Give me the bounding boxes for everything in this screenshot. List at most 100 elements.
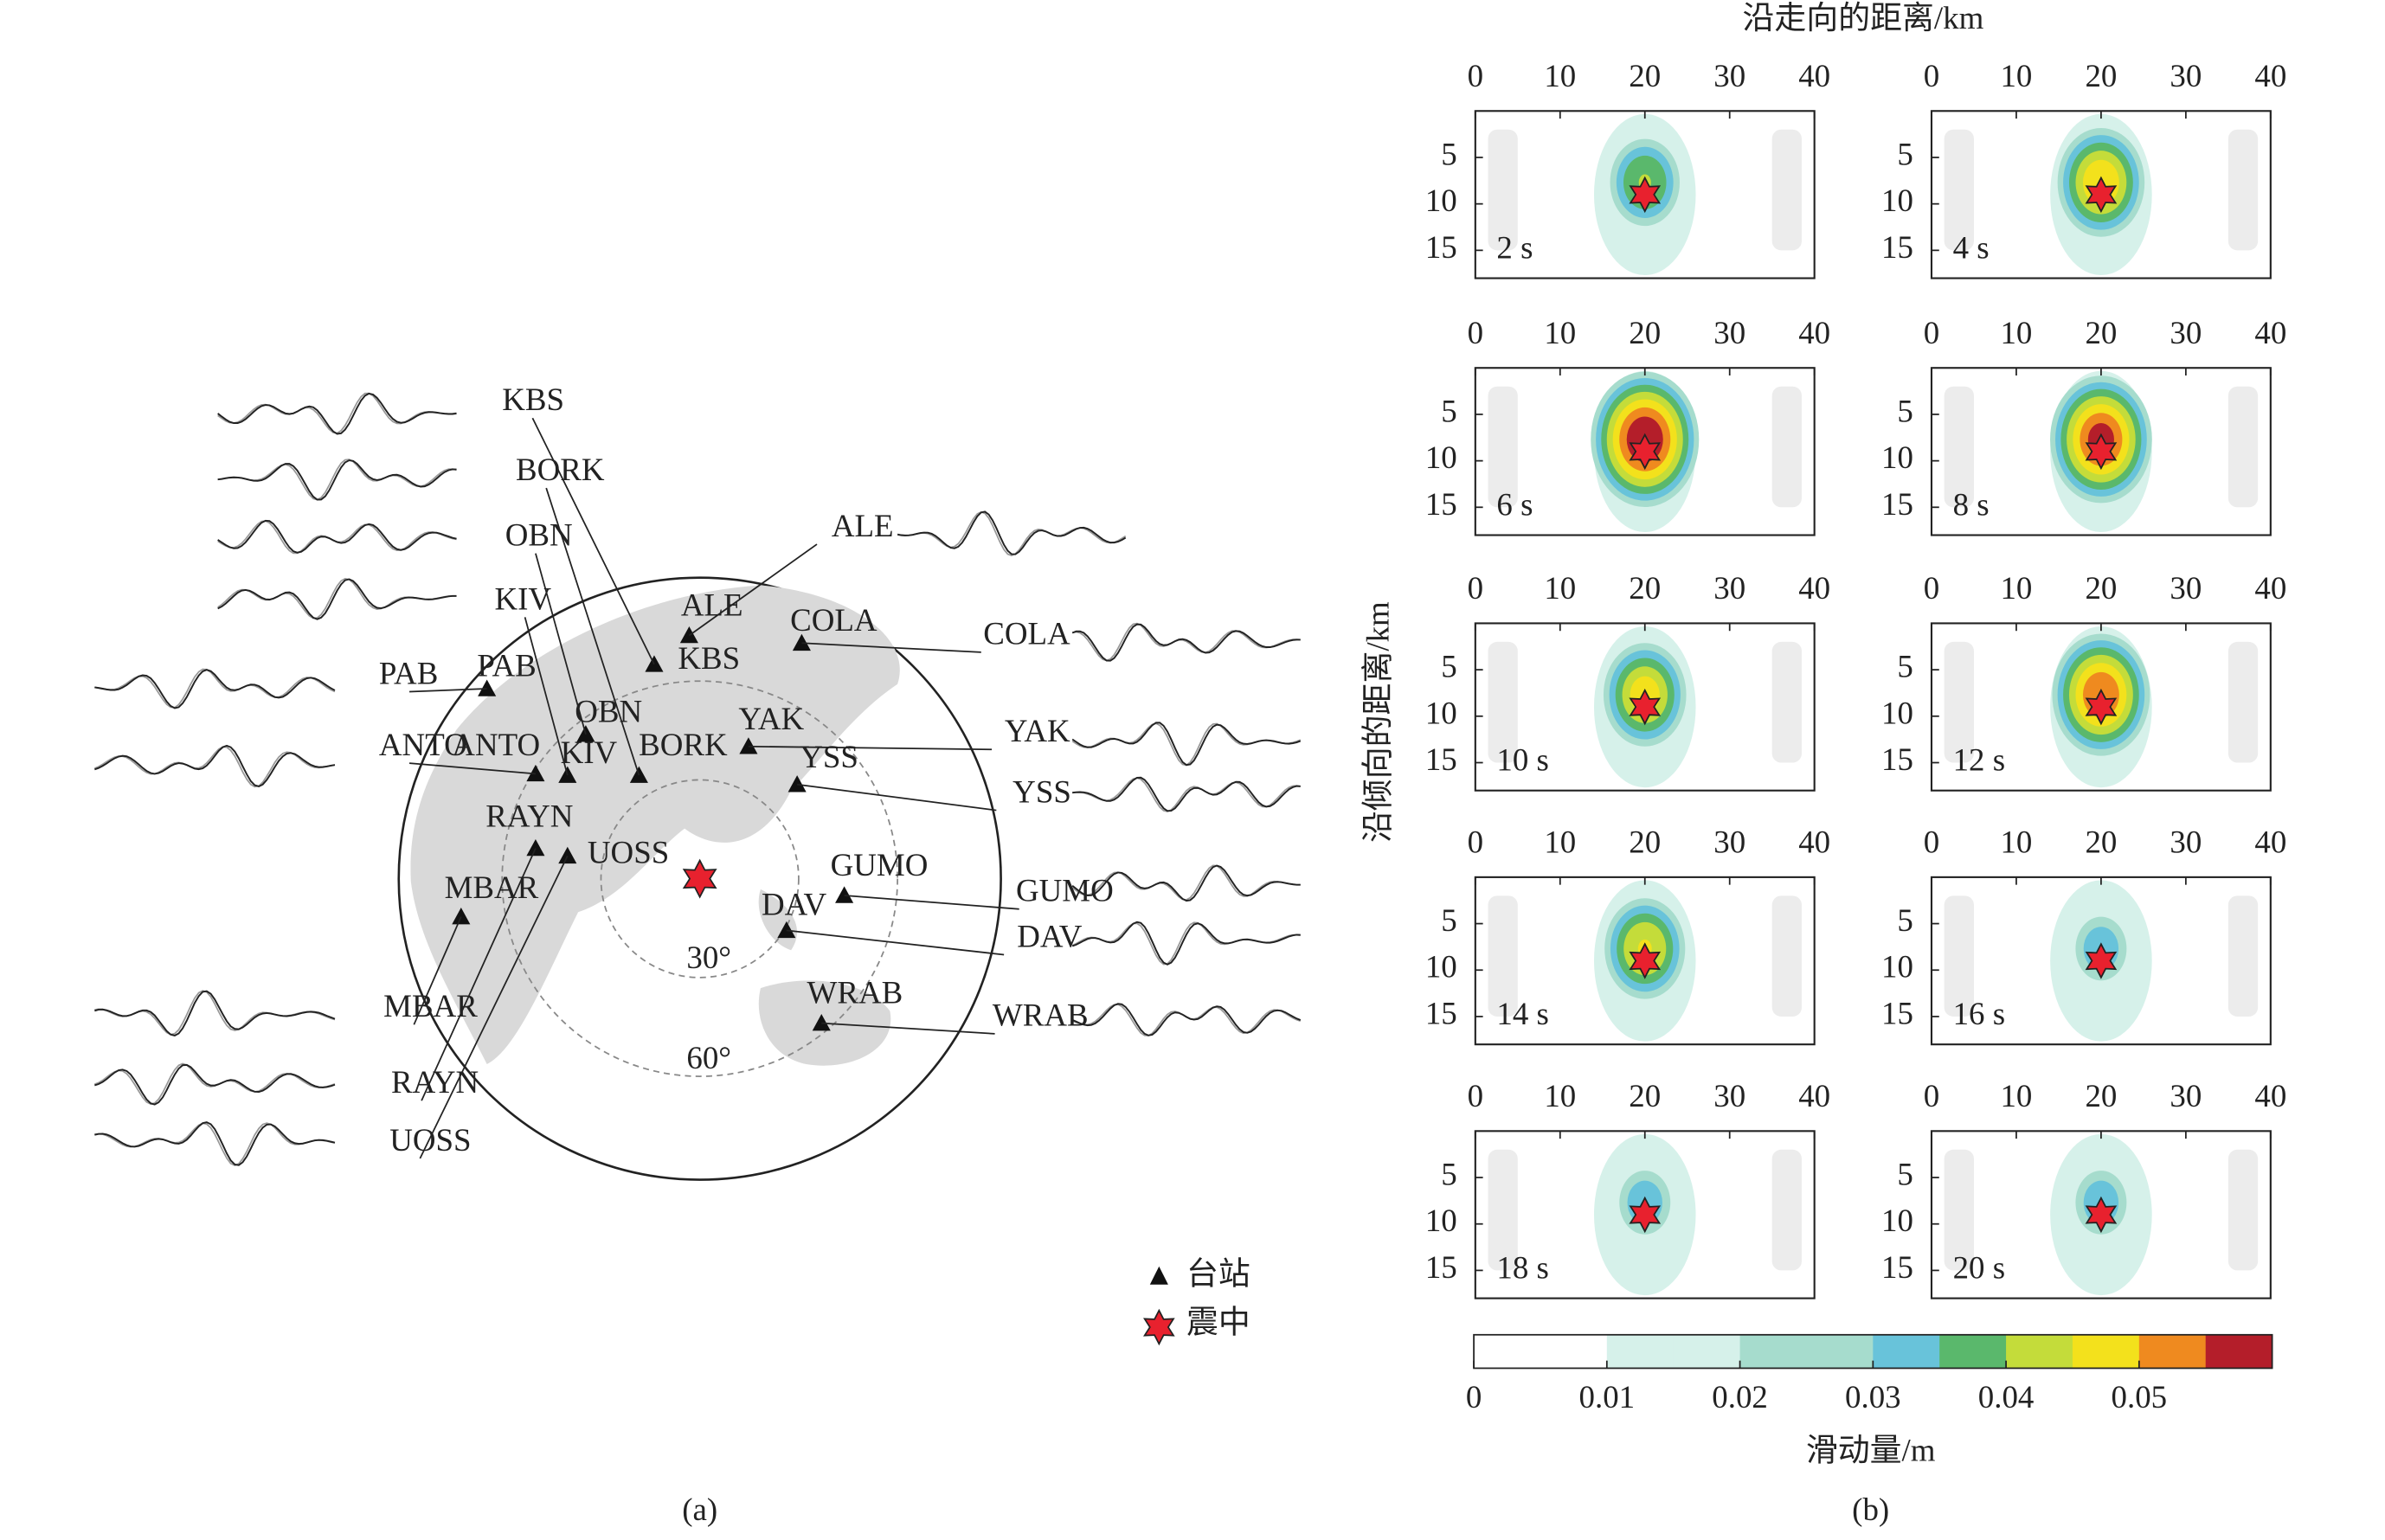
waveform-observed: [94, 744, 336, 788]
station-label: ANTO: [452, 727, 540, 762]
background-patch: [1771, 1149, 1802, 1271]
x-tick-label: 20: [1629, 1078, 1661, 1113]
background-patch: [2228, 1149, 2259, 1271]
waveform-observed: [94, 990, 336, 1037]
background-patch: [1944, 386, 1974, 508]
background-patch: [1944, 641, 1974, 763]
station-marker: [788, 775, 807, 792]
x-tick-label: 10: [2000, 824, 2032, 859]
hypocenter: [1629, 176, 1662, 214]
waveform-observed: [1071, 722, 1302, 767]
y-tick-label: 15: [1881, 229, 1913, 265]
colorbar-swatch: [1673, 1334, 1741, 1369]
hypocenter: [1629, 688, 1662, 726]
x-tick-label: 40: [1798, 570, 1830, 606]
background-patch: [1488, 386, 1518, 508]
y-tick-label: 10: [1425, 949, 1457, 985]
background-patch: [1944, 129, 1974, 251]
waveform-observed: [94, 669, 336, 709]
plot-frame: [1930, 622, 2272, 792]
y-tick-label: 15: [1425, 1249, 1457, 1285]
y-tick-label: 10: [1425, 440, 1457, 475]
y-tick-label: 10: [1881, 1203, 1913, 1238]
colorbar-swatch: [2138, 1334, 2207, 1369]
background-patch: [1488, 129, 1518, 251]
station-label: ALE: [681, 587, 743, 622]
leader-line: [531, 417, 655, 665]
waveform-synthetic: [1071, 1004, 1302, 1036]
y-tick-label: 5: [1441, 902, 1456, 938]
y-tick-label: 15: [1425, 995, 1457, 1030]
x-tick-label: 30: [2170, 315, 2202, 350]
snapshot-label: 12 s: [1953, 742, 2005, 778]
waveform-synthetic: [94, 1062, 336, 1105]
station-marker: [478, 679, 497, 696]
station-label: WRAB: [807, 974, 903, 1010]
hypocenter: [2085, 1196, 2118, 1234]
waveform-label: ALE: [832, 508, 894, 543]
x-tick-label: 0: [1924, 824, 1939, 859]
x-tick-label: 0: [1924, 570, 1939, 606]
waveform-observed: [897, 510, 1127, 555]
station-label: DAV: [762, 886, 827, 921]
x-tick-label: 40: [1798, 315, 1830, 350]
y-axis-title: 沿倾向的距离/km: [1360, 601, 1395, 843]
station-label: PAB: [477, 648, 536, 683]
x-tick-label: 40: [2254, 570, 2286, 606]
epicenter: [682, 858, 717, 899]
waveform-synthetic: [94, 990, 336, 1036]
colorbar-tick-label: 0: [1466, 1379, 1482, 1415]
y-tick-label: 15: [1881, 995, 1913, 1030]
station-label: YSS: [800, 739, 858, 774]
leader-line: [421, 848, 537, 1101]
background-patch: [2228, 895, 2259, 1017]
x-tick-label: 40: [1798, 1078, 1830, 1113]
colorbar-swatch: [1606, 1334, 1675, 1369]
waveform-label: YSS: [1012, 773, 1071, 809]
waveform-label: PAB: [379, 655, 438, 690]
snapshot-label: 4 s: [1953, 229, 1990, 265]
waveform-observed: [217, 519, 457, 554]
waveform-synthetic: [897, 510, 1127, 557]
waveform-observed: [94, 1121, 336, 1166]
x-tick-label: 20: [1629, 315, 1661, 350]
x-tick-label: 30: [1713, 1078, 1745, 1113]
x-tick-label: 0: [1468, 824, 1483, 859]
background-patch: [1771, 641, 1802, 763]
colorbar-swatch: [2205, 1334, 2273, 1369]
station-label: COLA: [790, 602, 878, 638]
x-tick-label: 30: [2170, 58, 2202, 93]
x-tick-label: 20: [2085, 824, 2117, 859]
leader-line: [408, 762, 536, 775]
x-tick-label: 0: [1924, 315, 1939, 350]
x-tick-label: 10: [1544, 570, 1576, 606]
legend-label: 震中: [1186, 1305, 1250, 1340]
leader-line: [688, 543, 818, 637]
colorbar-swatch: [1939, 1334, 2007, 1369]
x-tick-label: 0: [1468, 315, 1483, 350]
x-tick-label: 30: [2170, 1078, 2202, 1113]
x-tick-label: 30: [1713, 58, 1745, 93]
background-patch: [1488, 895, 1518, 1017]
background-patch: [1771, 386, 1802, 508]
waveform-synthetic: [1071, 722, 1302, 767]
x-tick-label: 40: [1798, 824, 1830, 859]
background-patch: [1944, 1149, 1974, 1271]
hypocenter: [1629, 942, 1662, 979]
waveform-observed: [217, 459, 457, 501]
waveform-label: OBN: [505, 517, 573, 553]
waveform-observed: [1071, 623, 1301, 662]
waveform-label: YAK: [1005, 713, 1070, 748]
station-label: KBS: [678, 640, 740, 676]
y-tick-label: 15: [1425, 229, 1457, 265]
y-tick-label: 15: [1881, 741, 1913, 777]
station-label: UOSS: [588, 835, 669, 870]
leader-line: [748, 745, 993, 751]
hypocenter: [1629, 1196, 1662, 1234]
y-tick-label: 5: [1441, 136, 1456, 171]
background-patch: [2228, 129, 2259, 251]
colorbar-tick-label: 0.02: [1712, 1379, 1768, 1415]
station-marker: [812, 1014, 831, 1031]
leader-line: [545, 487, 640, 776]
background-patch: [1944, 895, 1974, 1017]
